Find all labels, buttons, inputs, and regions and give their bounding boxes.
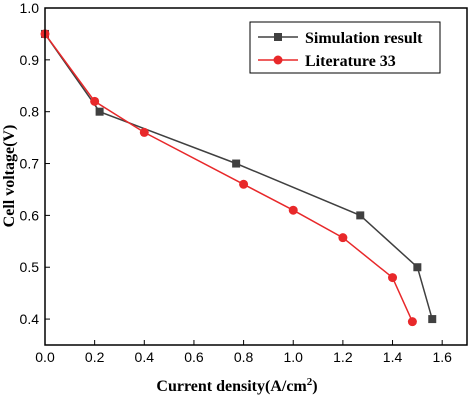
series-1-point [388,273,398,283]
x-tick-label: 0.4 [135,349,155,365]
series-0-point [232,159,241,168]
series-1-point [338,233,348,243]
x-tick-label: 0.6 [184,349,204,365]
x-axis-title: Current density(A/cm2) [156,376,317,395]
y-tick-label: 0.9 [20,52,40,68]
y-tick-label: 0.7 [20,156,40,172]
legend-marker-simulation [274,33,282,41]
y-tick-label: 0.4 [20,311,40,327]
series-0-point [95,107,104,116]
series-line-1 [44,33,414,323]
series-0-point [356,211,365,220]
series-1-point [90,96,100,106]
legend-marker-literature [273,55,283,65]
x-tick-label: 0.2 [85,349,105,365]
series-1-point [239,179,249,189]
y-tick-label: 1.0 [20,0,40,16]
legend: Simulation result Literature 33 [249,21,441,74]
x-tick-label: 1.0 [284,349,304,365]
y-tick-label: 0.6 [20,207,40,223]
x-axis-title-sup: 2 [307,376,313,388]
series-1-point [407,317,417,327]
y-tick-label: 0.8 [20,104,40,120]
y-tick-label: 0.5 [20,259,40,275]
legend-box [249,21,441,74]
y-axis-title: Cell voltage(V) [1,125,18,228]
series-line-0 [44,33,433,320]
x-tick-label: 1.6 [432,349,452,365]
x-tick-label: 1.2 [333,349,353,365]
x-axis-title-main: Current density(A/cm [156,378,307,395]
series-0-point [428,315,437,324]
series-1-point [139,127,149,137]
x-tick-label: 0.8 [234,349,254,365]
series-1-point [288,205,298,215]
x-axis-title-end: ) [312,378,317,395]
x-tick-label: 0.0 [35,349,55,365]
series-layer [40,29,437,327]
legend-label-simulation: Simulation result [305,30,423,47]
x-tick-label: 1.4 [383,349,403,365]
ticks-layer: 0.0 0.2 0.4 0.6 0.8 1.0 1.2 1.4 1.6 0.4 0.5 0.6 0.7 0… [20,0,453,365]
legend-label-literature: Literature 33 [305,53,396,70]
plot-frame [44,7,468,346]
series-0-point [413,263,422,272]
